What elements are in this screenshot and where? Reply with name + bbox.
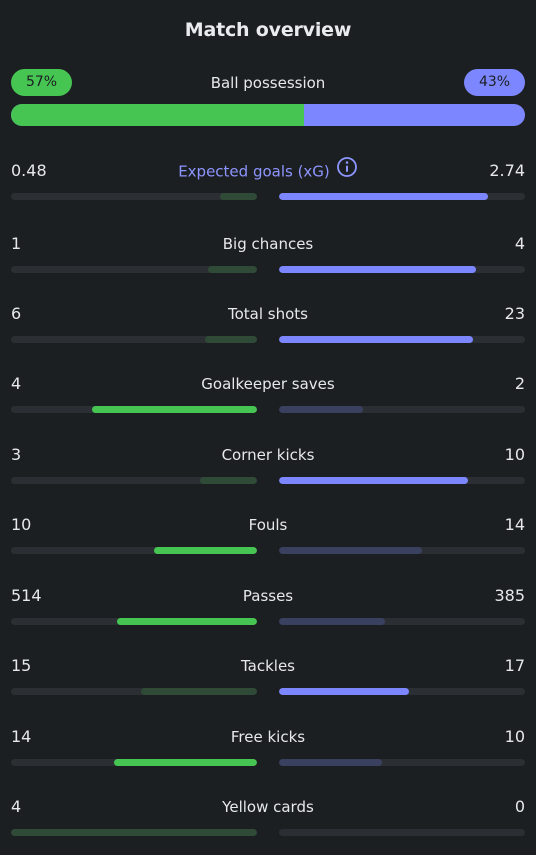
home-possession-fill xyxy=(11,104,304,126)
home-bar-fill xyxy=(200,477,257,484)
away-bar-fill xyxy=(279,266,476,273)
stat-label: Corner kicks xyxy=(221,446,315,464)
away-value: 10 xyxy=(504,445,525,464)
stat-row-expected-goals: 0.48 Expected goals (xG) 2.74 xyxy=(11,156,525,200)
home-bar-fill xyxy=(92,406,257,413)
home-bar-fill xyxy=(11,829,257,836)
home-bar-track xyxy=(11,193,257,200)
stat-label[interactable]: Expected goals (xG) xyxy=(11,156,525,185)
home-value: 15 xyxy=(11,656,32,675)
home-bar-fill xyxy=(153,547,257,554)
home-value: 4 xyxy=(11,797,22,816)
away-bar-fill xyxy=(279,406,363,413)
away-value: 2 xyxy=(514,374,525,393)
stat-row-goalkeeper-saves: 4 Goalkeeper saves 2 xyxy=(11,372,525,413)
possession-bar xyxy=(11,104,525,126)
home-value: 0.48 xyxy=(11,161,47,180)
away-value: 23 xyxy=(504,304,525,323)
stat-label-text: Expected goals (xG) xyxy=(178,162,330,181)
home-possession-badge: 57% xyxy=(11,69,72,96)
away-bar-fill xyxy=(279,759,383,766)
away-possession-badge: 43% xyxy=(464,69,525,96)
home-bar-fill xyxy=(220,193,257,200)
away-bar-fill xyxy=(279,193,489,200)
stat-row-passes: 514 Passes 385 xyxy=(11,584,525,625)
home-value: 514 xyxy=(11,586,42,605)
page-title: Match overview xyxy=(184,19,352,41)
away-bar-fill xyxy=(279,688,410,695)
home-bar-track xyxy=(11,618,257,625)
home-bar-fill xyxy=(207,266,257,273)
home-value: 1 xyxy=(11,234,22,253)
away-value: 14 xyxy=(504,515,525,534)
away-bar-track xyxy=(279,406,525,413)
away-value: 17 xyxy=(504,656,525,675)
home-bar-track xyxy=(11,829,257,836)
away-bar-fill xyxy=(279,477,469,484)
stat-label: Total shots xyxy=(228,305,308,323)
stat-label: Big chances xyxy=(222,235,314,253)
home-bar-track xyxy=(11,547,257,554)
stat-row-yellow-cards: 4 Yellow cards 0 xyxy=(11,795,525,836)
home-bar-track xyxy=(11,336,257,343)
stat-label: Tackles xyxy=(240,657,296,675)
away-bar-track xyxy=(279,688,525,695)
stat-label: Goalkeeper saves xyxy=(201,375,335,393)
away-bar-track xyxy=(279,266,525,273)
away-bar-track xyxy=(279,477,525,484)
home-bar-track xyxy=(11,477,257,484)
away-bar-fill xyxy=(279,547,422,554)
away-bar-fill xyxy=(279,336,474,343)
away-bar-track xyxy=(279,618,525,625)
home-bar-track xyxy=(11,406,257,413)
stat-row-fouls: 10 Fouls 14 xyxy=(11,513,525,554)
away-value: 385 xyxy=(494,586,525,605)
home-value: 14 xyxy=(11,727,32,746)
home-bar-track xyxy=(11,759,257,766)
away-bar-track xyxy=(279,547,525,554)
stat-row-tackles: 15 Tackles 17 xyxy=(11,654,525,695)
home-bar-fill xyxy=(205,336,257,343)
away-value: 4 xyxy=(514,234,525,253)
home-value: 3 xyxy=(11,445,22,464)
away-value: 2.74 xyxy=(489,161,525,180)
away-bar-fill xyxy=(279,618,385,625)
home-value: 6 xyxy=(11,304,22,323)
info-icon[interactable] xyxy=(336,156,358,185)
home-value: 10 xyxy=(11,515,32,534)
stat-row-total-shots: 6 Total shots 23 xyxy=(11,302,525,343)
home-bar-track xyxy=(11,266,257,273)
home-bar-fill xyxy=(116,618,257,625)
away-value: 10 xyxy=(504,727,525,746)
home-bar-fill xyxy=(114,759,257,766)
away-bar-track xyxy=(279,759,525,766)
stat-row-corner-kicks: 3 Corner kicks 10 xyxy=(11,443,525,484)
away-bar-track xyxy=(279,829,525,836)
home-bar-track xyxy=(11,688,257,695)
away-value: 0 xyxy=(514,797,525,816)
stat-label: Fouls xyxy=(248,516,288,534)
possession-row: 57% Ball possession 43% xyxy=(11,69,525,97)
stat-row-free-kicks: 14 Free kicks 10 xyxy=(11,725,525,766)
stat-label: Passes xyxy=(242,587,294,605)
away-bar-track xyxy=(279,336,525,343)
home-value: 4 xyxy=(11,374,22,393)
away-bar-track xyxy=(279,193,525,200)
possession-label: Ball possession xyxy=(210,74,326,92)
stat-label: Yellow cards xyxy=(222,798,314,816)
home-bar-fill xyxy=(141,688,257,695)
stat-label: Free kicks xyxy=(230,728,306,746)
stat-row-big-chances: 1 Big chances 4 xyxy=(11,232,525,273)
